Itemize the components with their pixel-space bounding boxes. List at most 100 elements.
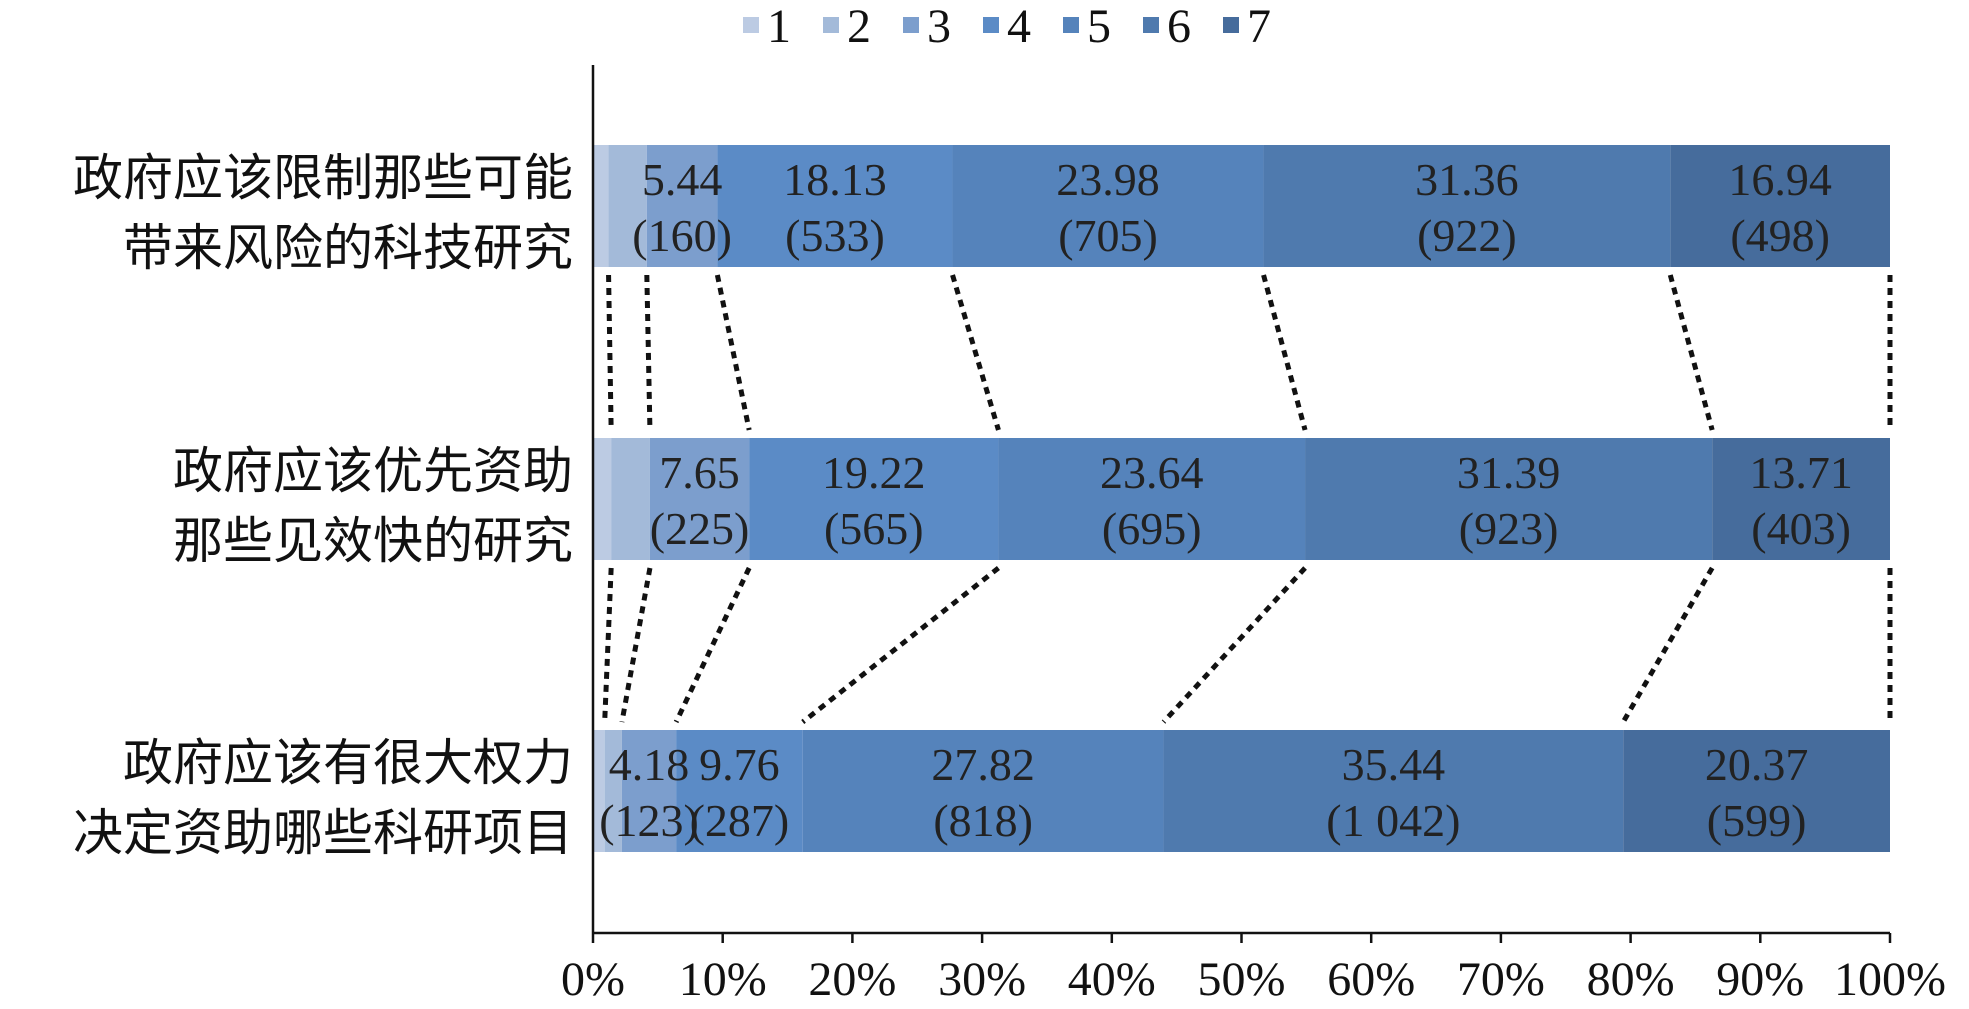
bar-segment-7-row-3 bbox=[1623, 730, 1890, 852]
bar-segment-2-row-3 bbox=[604, 730, 622, 852]
category-labels: 政府应该限制那些可能带来风险的科技研究政府应该优先资助那些见效快的研究政府应该有… bbox=[73, 149, 573, 862]
bar-segment-1-row-3 bbox=[593, 730, 605, 852]
data-label-6-row-1-pct: 31.36 bbox=[1415, 154, 1519, 205]
data-label-3-row-2-pct: 7.65 bbox=[659, 447, 740, 498]
category-label-row-1-line-1: 政府应该限制那些可能 bbox=[73, 149, 573, 207]
bar-segment-6-row-2 bbox=[1305, 438, 1713, 560]
legend-label-5: 5 bbox=[1087, 0, 1111, 53]
data-label-5-row-2-count: (695) bbox=[1102, 503, 1202, 554]
bar-segment-7-row-2 bbox=[1712, 438, 1890, 560]
connector-line bbox=[801, 566, 1000, 724]
data-label-5-row-2-pct: 23.64 bbox=[1100, 447, 1204, 498]
data-label-4-row-3-pct: 9.76 bbox=[699, 739, 780, 790]
bar-segment-6-row-3 bbox=[1163, 730, 1624, 852]
connector-line bbox=[950, 274, 1001, 431]
bar-segment-5-row-2 bbox=[998, 438, 1306, 560]
bar-segment-4-row-2 bbox=[749, 438, 999, 560]
data-label-3-row-3-count: (123) bbox=[599, 795, 699, 846]
legend-swatch-4 bbox=[983, 17, 999, 33]
legend-swatch-1 bbox=[743, 17, 759, 33]
data-label-6-row-3-pct: 35.44 bbox=[1342, 739, 1446, 790]
data-labels: 5.44(160) 18.13(533) 23.98(705) 31.36(922) 1… bbox=[599, 154, 1853, 846]
connector-line bbox=[1667, 274, 1715, 431]
connector-line bbox=[644, 274, 653, 431]
bar-segment-5-row-1 bbox=[952, 145, 1264, 267]
connector-line bbox=[673, 566, 752, 724]
connector-line bbox=[1261, 274, 1308, 431]
legend: 1 2 3 4 5 6 7 bbox=[743, 0, 1271, 53]
legend-label-6: 6 bbox=[1167, 0, 1191, 53]
axes: 0% 10% 20% 30% 40% 50% 60% 70% 80% 90% 100% bbox=[561, 65, 1946, 1006]
bar-segment-5-row-3 bbox=[802, 730, 1164, 852]
bar-segment-3-row-3 bbox=[621, 730, 677, 852]
bar-segment-6-row-1 bbox=[1263, 145, 1671, 267]
bar-segment-1-row-1 bbox=[593, 145, 609, 267]
bar-segment-3-row-2 bbox=[649, 438, 750, 560]
data-label-6-row-2-pct: 31.39 bbox=[1457, 447, 1561, 498]
connector-line bbox=[1621, 566, 1715, 724]
bar-segment-2-row-2 bbox=[611, 438, 650, 560]
data-label-4-row-1-pct: 18.13 bbox=[783, 154, 887, 205]
legend-label-3: 3 bbox=[927, 0, 951, 53]
category-label-row-3-line-2: 决定资助哪些科研项目 bbox=[73, 804, 573, 862]
x-tick-label: 40% bbox=[1068, 953, 1156, 1006]
data-label-4-row-2-count: (565) bbox=[824, 503, 924, 554]
data-label-3-row-3-pct: 4.18 bbox=[609, 739, 690, 790]
connector-line bbox=[1161, 566, 1307, 724]
bar-segment-3-row-1 bbox=[646, 145, 718, 267]
connector-lines bbox=[602, 274, 1893, 724]
connector-line bbox=[606, 274, 614, 431]
category-label-row-1-line-2: 带来风险的科技研究 bbox=[123, 219, 573, 277]
connector-line bbox=[602, 567, 614, 723]
legend-swatch-3 bbox=[903, 17, 919, 33]
data-label-4-row-1-count: (533) bbox=[785, 210, 885, 261]
legend-swatch-6 bbox=[1143, 17, 1159, 33]
bar-segment-4-row-3 bbox=[676, 730, 803, 852]
legend-label-2: 2 bbox=[847, 0, 871, 53]
x-tick-label: 0% bbox=[561, 953, 625, 1006]
data-label-3-row-1-pct: 5.44 bbox=[642, 154, 723, 205]
data-label-7-row-3-pct: 20.37 bbox=[1705, 739, 1809, 790]
category-label-row-2-line-2: 那些见效快的研究 bbox=[173, 512, 573, 570]
bar-segment-4-row-1 bbox=[717, 145, 953, 267]
legend-label-7: 7 bbox=[1247, 0, 1271, 53]
data-label-3-row-2-count: (225) bbox=[650, 503, 750, 554]
category-label-row-2-line-1: 政府应该优先资助 bbox=[173, 442, 573, 500]
x-tick-label: 50% bbox=[1198, 953, 1286, 1006]
data-label-3-row-1-count: (160) bbox=[632, 210, 732, 261]
x-tick-label: 70% bbox=[1457, 953, 1545, 1006]
connector-line bbox=[714, 274, 752, 431]
data-label-5-row-1-pct: 23.98 bbox=[1056, 154, 1160, 205]
bar-segment-1-row-2 bbox=[593, 438, 612, 560]
data-label-5-row-3-count: (818) bbox=[933, 795, 1033, 846]
bar-segment-2-row-1 bbox=[608, 145, 647, 267]
x-tick-label: 30% bbox=[938, 953, 1026, 1006]
data-label-6-row-2-count: (923) bbox=[1459, 503, 1559, 554]
data-label-5-row-3-pct: 27.82 bbox=[931, 739, 1035, 790]
x-tick-label: 100% bbox=[1834, 953, 1946, 1006]
x-tick-label: 10% bbox=[679, 953, 767, 1006]
data-label-6-row-1-count: (922) bbox=[1417, 210, 1517, 261]
data-label-4-row-3-count: (287) bbox=[690, 795, 790, 846]
data-label-7-row-2-pct: 13.71 bbox=[1749, 447, 1853, 498]
bars bbox=[593, 145, 1890, 852]
data-label-7-row-1-count: (498) bbox=[1730, 210, 1830, 261]
category-label-row-3-line-1: 政府应该有很大权力 bbox=[123, 734, 573, 792]
x-tick-label: 60% bbox=[1327, 953, 1415, 1006]
data-label-7-row-3-count: (599) bbox=[1707, 795, 1807, 846]
x-tick-label: 20% bbox=[808, 953, 896, 1006]
data-label-7-row-1-pct: 16.94 bbox=[1728, 154, 1832, 205]
legend-swatch-2 bbox=[823, 17, 839, 33]
data-label-7-row-2-count: (403) bbox=[1751, 503, 1851, 554]
legend-label-1: 1 bbox=[767, 0, 791, 53]
data-label-5-row-1-count: (705) bbox=[1058, 210, 1158, 261]
legend-swatch-5 bbox=[1063, 17, 1079, 33]
connector-line bbox=[619, 567, 653, 723]
x-tick-label: 90% bbox=[1716, 953, 1804, 1006]
data-label-4-row-2-pct: 19.22 bbox=[822, 447, 926, 498]
legend-label-4: 4 bbox=[1007, 0, 1031, 53]
x-tick-label: 80% bbox=[1587, 953, 1675, 1006]
data-label-6-row-3-count: (1 042) bbox=[1326, 795, 1460, 846]
bar-segment-7-row-1 bbox=[1670, 145, 1890, 267]
